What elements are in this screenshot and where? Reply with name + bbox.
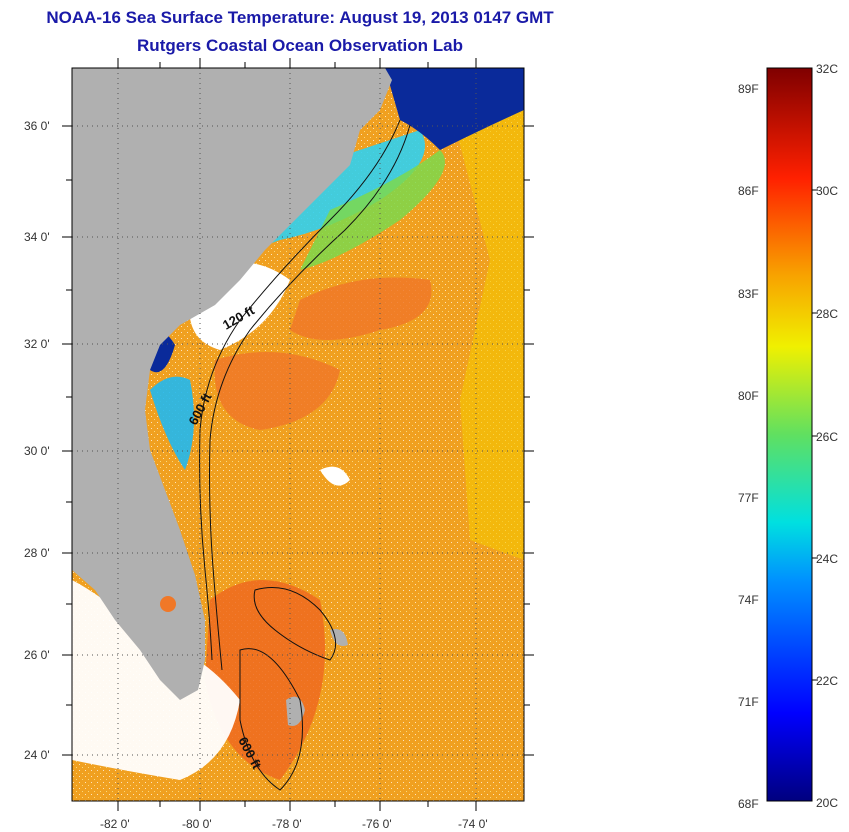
fahrenheit-label: 86F <box>738 184 759 198</box>
green-shelf-band <box>300 150 445 270</box>
lon-ticks <box>117 58 477 811</box>
bahamas-island-2 <box>330 629 348 646</box>
gulf-stream-warm-3 <box>205 580 325 780</box>
isobath-bahamas-2 <box>239 648 303 791</box>
cool-florida-shelf <box>150 376 194 470</box>
map-subtitle: Rutgers Coastal Ocean Observation Lab <box>137 36 463 55</box>
lon-label: -76 0' <box>362 817 392 831</box>
lon-label: -78 0' <box>272 817 302 831</box>
map-frame <box>71 67 525 802</box>
lat-label: 32 0' <box>24 337 50 351</box>
fahrenheit-label: 74F <box>738 593 759 607</box>
cloud-cover-3 <box>320 466 350 486</box>
lat-label: 36 0' <box>24 119 50 133</box>
celsius-label: 20C <box>816 796 838 810</box>
lon-label: -80 0' <box>182 817 212 831</box>
lat-label: 28 0' <box>24 546 50 560</box>
celsius-label: 28C <box>816 307 838 321</box>
fahrenheit-label: 71F <box>738 695 759 709</box>
map-title: NOAA-16 Sea Surface Temperature: August … <box>46 8 554 27</box>
yellow-band <box>440 68 524 560</box>
celsius-label: 26C <box>816 430 838 444</box>
land-southeast-us <box>72 68 392 700</box>
lat-label: 34 0' <box>24 230 50 244</box>
gulf-stream-warm-2 <box>214 352 340 430</box>
gulf-stream-warm <box>290 277 432 340</box>
lat-label: 26 0' <box>24 648 50 662</box>
fahrenheit-label: 80F <box>738 389 759 403</box>
lat-ticks <box>62 125 534 756</box>
lat-label: 30 0' <box>24 444 50 458</box>
celsius-label: 30C <box>816 184 838 198</box>
celsius-label: 22C <box>816 674 838 688</box>
colorbar-ticks <box>812 189 818 681</box>
lon-label: -82 0' <box>100 817 130 831</box>
sst-map: 120 ft 600 ft 600 ft <box>72 68 524 801</box>
cold-nearshore-water <box>385 68 524 150</box>
isobath-120ft <box>199 119 401 661</box>
isobath-bahamas <box>253 587 337 661</box>
cloud-cover-2 <box>72 580 240 780</box>
colorbar <box>766 67 813 802</box>
celsius-label: 24C <box>816 552 838 566</box>
lon-label: -74 0' <box>458 817 488 831</box>
fahrenheit-label: 68F <box>738 797 759 811</box>
lat-label: 24 0' <box>24 748 50 762</box>
fahrenheit-label: 83F <box>738 287 759 301</box>
celsius-label: 32C <box>816 62 838 76</box>
graticule <box>72 68 524 801</box>
fahrenheit-label: 77F <box>738 491 759 505</box>
isobath-600ft <box>209 124 411 671</box>
warm-eddy <box>160 596 176 612</box>
fahrenheit-label: 89F <box>738 82 759 96</box>
